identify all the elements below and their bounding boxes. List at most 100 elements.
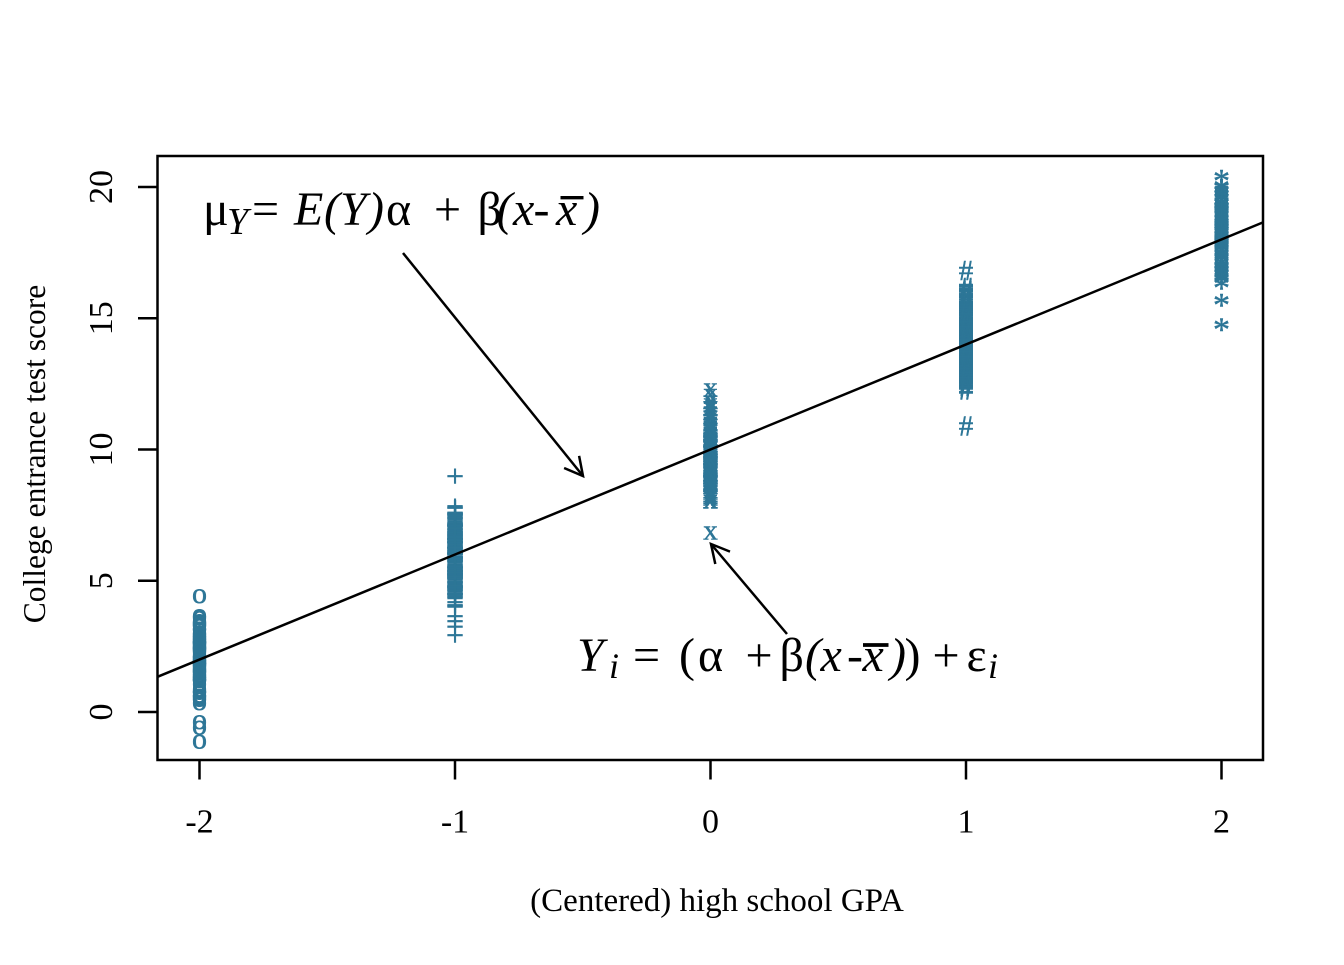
svg-text:+: + bbox=[446, 571, 464, 607]
svg-text:o: o bbox=[192, 597, 207, 630]
svg-text:o: o bbox=[192, 631, 207, 664]
svg-text:x: x bbox=[703, 415, 718, 447]
svg-text:μY=E(Y)α+β(x-x): μY= E(Y)α + β(x-x) bbox=[203, 183, 600, 243]
svg-text:x: x bbox=[703, 429, 718, 461]
svg-text:#: # bbox=[959, 343, 974, 375]
svg-text:o: o bbox=[192, 598, 207, 631]
svg-text:+: + bbox=[446, 579, 464, 615]
svg-text:o: o bbox=[192, 630, 207, 663]
svg-text:x: x bbox=[703, 452, 718, 484]
svg-text:o: o bbox=[192, 631, 207, 664]
svg-text:#: # bbox=[959, 367, 974, 399]
svg-text:x: x bbox=[703, 449, 718, 481]
svg-text:*: * bbox=[1213, 252, 1230, 289]
svg-text:*: * bbox=[1213, 205, 1230, 242]
svg-text:+: + bbox=[446, 508, 464, 544]
svg-text:#: # bbox=[959, 308, 974, 340]
svg-text:x: x bbox=[703, 446, 718, 478]
svg-text:+: + bbox=[446, 535, 464, 571]
svg-text:x: x bbox=[703, 483, 718, 515]
svg-text:+: + bbox=[446, 565, 464, 601]
svg-text:o: o bbox=[192, 670, 207, 703]
svg-text:+: + bbox=[446, 555, 464, 591]
svg-text:*: * bbox=[1213, 216, 1230, 253]
svg-text:*: * bbox=[1213, 218, 1230, 255]
svg-text:o: o bbox=[192, 647, 207, 680]
svg-text:o: o bbox=[192, 630, 207, 663]
svg-text:*: * bbox=[1213, 258, 1230, 295]
svg-text:*: * bbox=[1213, 256, 1230, 293]
svg-text:o: o bbox=[192, 577, 207, 610]
svg-text:o: o bbox=[192, 684, 207, 717]
svg-text:*: * bbox=[1213, 172, 1230, 209]
svg-text:o: o bbox=[192, 615, 207, 648]
svg-text:o: o bbox=[192, 677, 207, 710]
svg-text:+: + bbox=[446, 587, 464, 623]
svg-text:*: * bbox=[1213, 173, 1230, 210]
svg-text:x: x bbox=[703, 483, 718, 515]
svg-text:o: o bbox=[192, 626, 207, 659]
svg-text:x: x bbox=[703, 476, 718, 508]
svg-text:o: o bbox=[192, 614, 207, 647]
svg-text:x: x bbox=[703, 452, 718, 484]
svg-text:+: + bbox=[446, 542, 464, 578]
svg-text:#: # bbox=[959, 360, 974, 392]
svg-text:o: o bbox=[192, 618, 207, 651]
svg-text:+: + bbox=[446, 617, 464, 653]
svg-text:*: * bbox=[1213, 180, 1230, 217]
svg-text:+: + bbox=[446, 557, 464, 593]
svg-text:*: * bbox=[1213, 264, 1230, 301]
svg-text:*: * bbox=[1213, 253, 1230, 290]
svg-text:x: x bbox=[703, 479, 718, 511]
svg-text:#: # bbox=[959, 340, 974, 372]
svg-text:+: + bbox=[446, 598, 464, 634]
svg-text:x: x bbox=[703, 421, 718, 453]
svg-text:o: o bbox=[192, 618, 207, 651]
svg-text:*: * bbox=[1213, 185, 1230, 222]
svg-text:15: 15 bbox=[83, 301, 120, 335]
svg-text:x: x bbox=[703, 477, 718, 509]
svg-text:#: # bbox=[959, 297, 974, 329]
svg-text:x: x bbox=[703, 457, 718, 489]
svg-text:+: + bbox=[446, 556, 464, 592]
svg-text:x: x bbox=[703, 405, 718, 437]
svg-text:x: x bbox=[703, 391, 718, 423]
svg-text:*: * bbox=[1213, 200, 1230, 237]
svg-text:+: + bbox=[446, 554, 464, 590]
svg-text:#: # bbox=[959, 349, 974, 381]
svg-text:*: * bbox=[1213, 193, 1230, 230]
svg-text:*: * bbox=[1213, 192, 1230, 229]
svg-text:*: * bbox=[1213, 270, 1230, 307]
svg-text:o: o bbox=[192, 678, 207, 711]
svg-text:#: # bbox=[959, 317, 974, 349]
svg-text:x: x bbox=[703, 473, 718, 505]
svg-text:x: x bbox=[703, 451, 718, 483]
svg-text:#: # bbox=[959, 315, 974, 347]
svg-text:x: x bbox=[703, 417, 718, 449]
svg-text:o: o bbox=[192, 606, 207, 639]
svg-text:x: x bbox=[703, 475, 718, 507]
svg-text:o: o bbox=[192, 626, 207, 659]
svg-text:+: + bbox=[446, 532, 464, 568]
svg-text:+: + bbox=[446, 496, 464, 532]
svg-text:+: + bbox=[446, 507, 464, 543]
svg-text:x: x bbox=[703, 460, 718, 492]
svg-text:#: # bbox=[959, 368, 974, 400]
svg-text:+: + bbox=[446, 549, 464, 585]
svg-text:x: x bbox=[703, 399, 718, 431]
svg-text:+: + bbox=[446, 501, 464, 537]
svg-text:#: # bbox=[959, 346, 974, 378]
svg-text:x: x bbox=[703, 456, 718, 488]
svg-text:x: x bbox=[703, 430, 718, 462]
svg-text:+: + bbox=[446, 521, 464, 557]
svg-text:x: x bbox=[703, 415, 718, 447]
svg-text:o: o bbox=[192, 638, 207, 671]
svg-text:x: x bbox=[703, 410, 718, 442]
svg-text:o: o bbox=[192, 674, 207, 707]
svg-text:+: + bbox=[446, 549, 464, 585]
svg-text:+: + bbox=[446, 569, 464, 605]
svg-text:#: # bbox=[959, 356, 974, 388]
svg-text:x: x bbox=[703, 412, 718, 444]
svg-text:*: * bbox=[1213, 223, 1230, 260]
svg-text:College entrance test score: College entrance test score bbox=[17, 285, 52, 623]
